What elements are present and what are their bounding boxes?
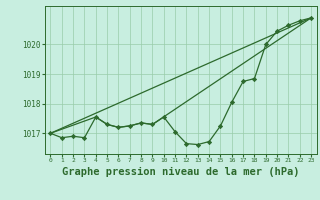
- X-axis label: Graphe pression niveau de la mer (hPa): Graphe pression niveau de la mer (hPa): [62, 167, 300, 177]
